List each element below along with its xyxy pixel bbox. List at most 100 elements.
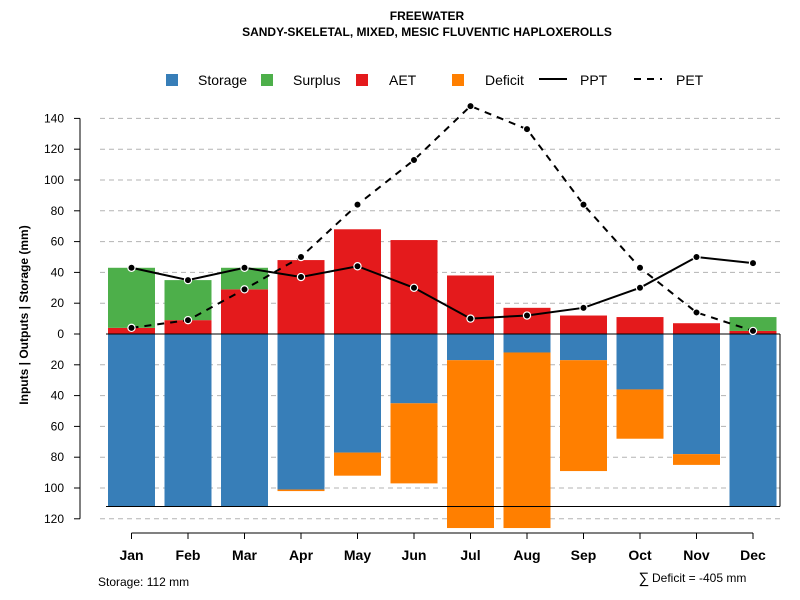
axes: 140 120 100 80 60 40 20 0 20 40 60 80 100 120 Jan Feb Ma…	[44, 111, 781, 563]
bar-aet-nov	[673, 323, 720, 334]
bar-deficit-jun	[390, 403, 438, 484]
y-tick-label: 40	[51, 389, 65, 403]
point-pet-feb	[183, 315, 193, 325]
bar-storage-may	[334, 334, 381, 453]
point-ppt-jun	[409, 283, 419, 292]
bar-aet-mar	[221, 289, 268, 334]
point-ppt-feb	[183, 275, 193, 285]
bar-aet-feb	[164, 320, 212, 334]
bar-storage-nov	[673, 334, 720, 455]
x-tick-label-jul: Jul	[460, 547, 480, 563]
line-ppt	[131, 255, 754, 320]
bar-aet-apr	[277, 260, 325, 334]
point-ppt-jan	[127, 263, 136, 272]
point-ppt-oct	[635, 283, 645, 292]
y-tick-label: 140	[44, 111, 64, 125]
legend-label-pet: PET	[676, 72, 704, 88]
legend-label-deficit: Deficit	[485, 72, 524, 88]
bar-deficit-apr	[277, 489, 325, 492]
point-ppt-aug	[522, 311, 532, 320]
bar-deficit-may	[334, 452, 381, 476]
bars	[108, 229, 777, 529]
y-axis-title: Inputs | Outputs | Storage (mm)	[17, 225, 31, 404]
legend-label-surplus: Surplus	[293, 72, 340, 88]
y-tick-label: 100	[44, 481, 64, 495]
bar-storage-feb	[164, 334, 212, 507]
point-ppt-dec	[748, 258, 758, 268]
y-tick-label: 120	[44, 142, 64, 156]
point-pet-mar	[240, 285, 249, 294]
x-tick-label-sep: Sep	[571, 547, 597, 563]
point-ppt-nov	[692, 252, 701, 262]
y-tick-label: 80	[51, 450, 65, 464]
y-tick-label: 80	[51, 204, 65, 218]
point-pet-jul	[466, 101, 475, 111]
bar-aet-sep	[560, 315, 607, 334]
y-tick-label: 20	[51, 296, 65, 310]
bar-surplus-jan	[108, 267, 155, 328]
legend: Storage Surplus AET Deficit PPT PET	[166, 72, 704, 88]
point-ppt-apr	[296, 272, 306, 282]
x-tick-label-aug: Aug	[513, 547, 540, 563]
point-ppt-may	[353, 262, 362, 271]
point-pet-apr	[296, 252, 306, 262]
y-tick-label: 20	[51, 358, 65, 372]
series-lines	[127, 101, 758, 336]
bar-surplus-feb	[164, 280, 212, 321]
bar-aet-may	[334, 229, 381, 334]
y-tick-label: 60	[51, 235, 65, 249]
point-pet-oct	[635, 263, 645, 272]
legend-swatch-surplus	[261, 74, 273, 86]
point-pet-aug	[522, 124, 532, 134]
bar-storage-apr	[277, 334, 325, 490]
x-tick-label-feb: Feb	[176, 547, 201, 563]
bar-deficit-oct	[616, 389, 664, 439]
bar-aet-jul	[447, 275, 494, 334]
point-pet-dec	[748, 326, 758, 336]
x-tick-label-jun: Jun	[402, 547, 427, 563]
bar-deficit-nov	[673, 454, 720, 465]
point-ppt-mar	[240, 263, 249, 272]
footer-deficit: Deficit = -405 mm	[652, 571, 746, 585]
y-tick-label: 60	[51, 419, 65, 433]
bar-deficit-aug	[503, 352, 551, 529]
bar-storage-jul	[447, 334, 494, 361]
x-tick-label-nov: Nov	[683, 547, 710, 563]
footer-deficit-symbol: ∑	[639, 570, 650, 587]
line-pet	[131, 104, 754, 332]
bar-storage-sep	[560, 334, 607, 361]
chart-title: FREEWATER	[390, 9, 465, 23]
legend-label-ppt: PPT	[580, 72, 608, 88]
point-pet-may	[353, 200, 362, 209]
y-tick-label: 0	[57, 327, 64, 341]
bar-storage-jan	[108, 334, 155, 507]
legend-swatch-aet	[356, 74, 368, 86]
x-tick-label-may: May	[344, 547, 371, 563]
x-tick-label-dec: Dec	[740, 547, 766, 563]
bar-deficit-jul	[447, 360, 494, 529]
point-pet-sep	[579, 200, 588, 209]
bar-storage-jun	[390, 334, 438, 404]
bar-storage-oct	[616, 334, 664, 390]
footer-storage: Storage: 112 mm	[98, 575, 189, 589]
y-tick-label: 40	[51, 265, 65, 279]
x-tick-label-apr: Apr	[289, 547, 314, 563]
point-ppt-jul	[466, 314, 475, 323]
y-tick-label: 120	[44, 512, 64, 526]
legend-label-storage: Storage	[198, 72, 247, 88]
bar-aet-oct	[616, 317, 664, 334]
chart-subtitle: SANDY-SKELETAL, MIXED, MESIC FLUVENTIC H…	[242, 25, 612, 39]
point-pet-jan	[127, 323, 136, 333]
bar-surplus-mar	[221, 267, 268, 290]
bar-deficit-sep	[560, 360, 607, 472]
point-pet-nov	[692, 308, 701, 317]
legend-swatch-storage	[166, 74, 178, 86]
point-pet-jun	[409, 155, 419, 165]
x-tick-label-oct: Oct	[628, 547, 652, 563]
bar-storage-mar	[221, 334, 268, 507]
y-tick-label: 100	[44, 173, 64, 187]
legend-swatch-deficit	[452, 74, 464, 86]
bar-storage-dec	[729, 334, 777, 507]
bar-storage-aug	[503, 334, 551, 353]
